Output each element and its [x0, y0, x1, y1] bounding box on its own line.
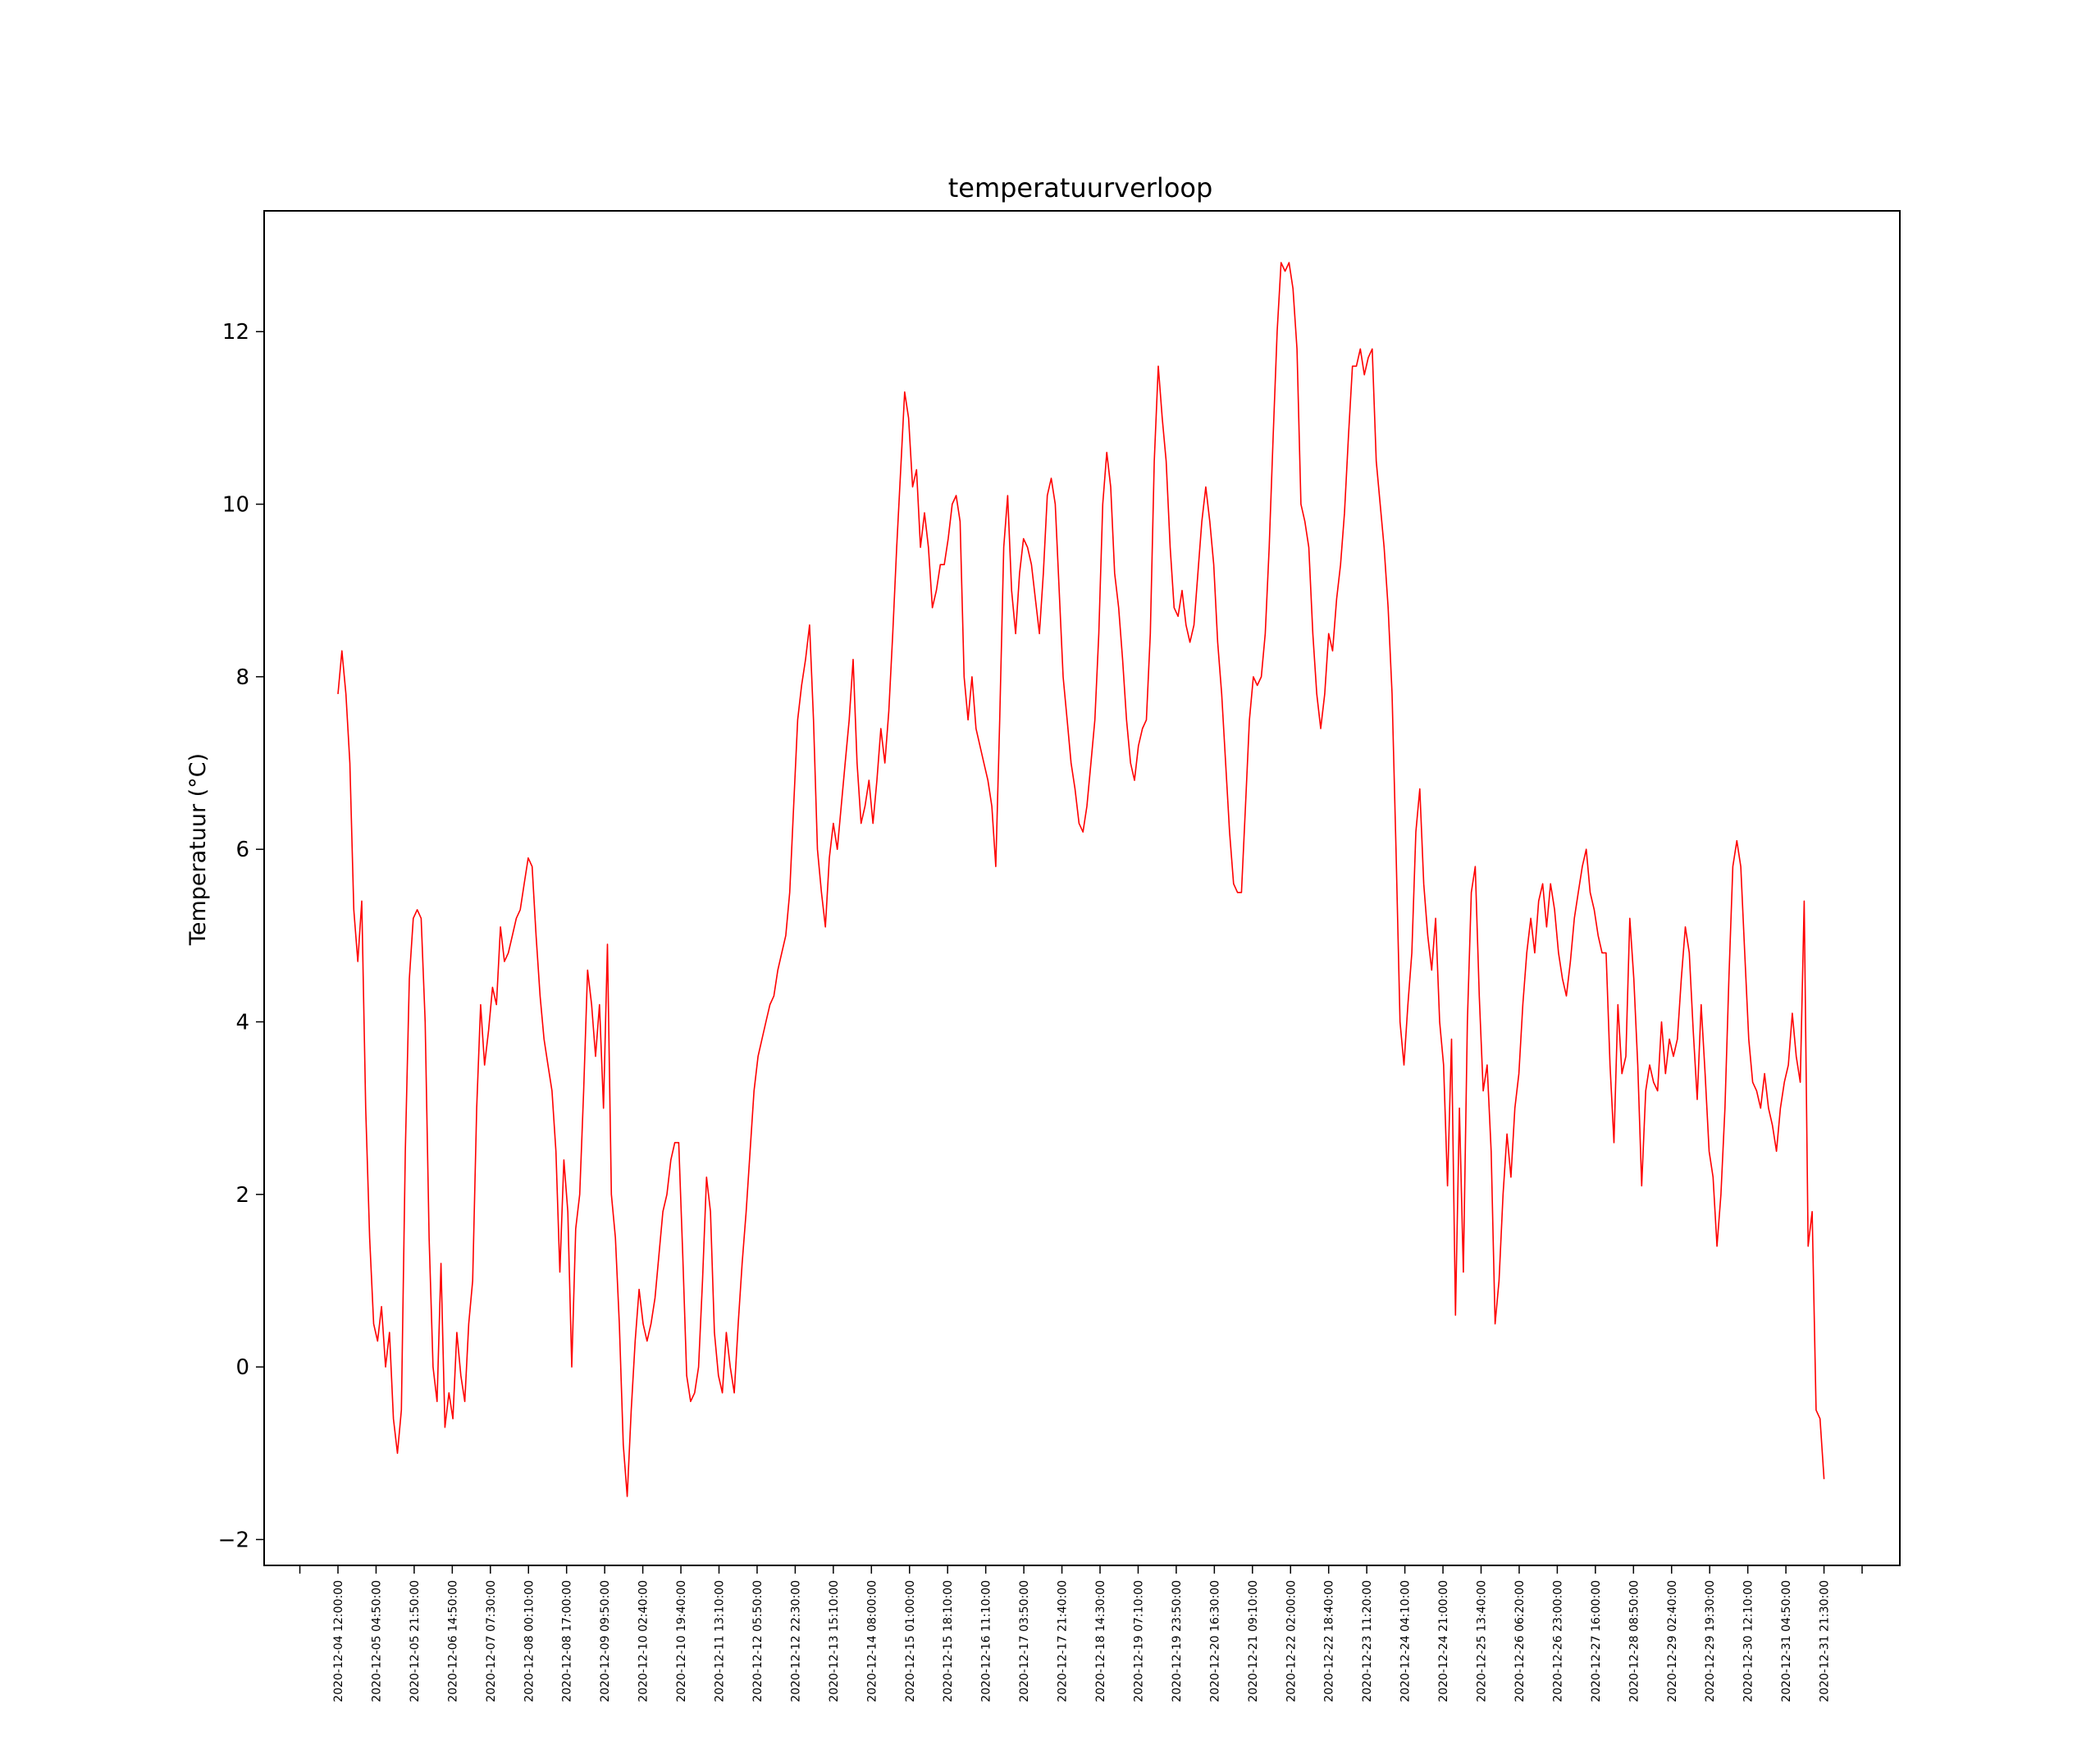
x-tick-label: 2020-12-05 04:50:00 — [370, 1580, 383, 1702]
y-tick-label: −2 — [218, 1528, 249, 1552]
x-tick-label: 2020-12-24 21:00:00 — [1437, 1580, 1450, 1702]
x-tick-label: 2020-12-19 23:50:00 — [1171, 1580, 1184, 1702]
x-tick-label: 2020-12-29 02:40:00 — [1666, 1580, 1679, 1702]
y-tick-label: 0 — [235, 1355, 249, 1380]
x-tick-label: 2020-12-26 23:00:00 — [1551, 1580, 1564, 1702]
x-tick-label: 2020-12-29 19:30:00 — [1704, 1580, 1717, 1702]
y-tick-label: 10 — [222, 493, 249, 518]
y-tick-label: 6 — [235, 838, 249, 862]
x-tick-label: 2020-12-22 02:00:00 — [1285, 1580, 1298, 1702]
x-axis: 2020-12-04 12:00:00 2020-12-05 04:50:00 20… — [299, 1565, 1863, 1702]
y-tick-label: 2 — [235, 1183, 249, 1208]
y-tick-label: 12 — [222, 320, 249, 345]
x-tick-label: 2020-12-30 12:10:00 — [1742, 1580, 1755, 1702]
x-tick-label: 2020-12-15 18:10:00 — [942, 1580, 955, 1702]
x-tick-label: 2020-12-07 07:30:00 — [485, 1580, 498, 1702]
y-axis: −2 0 2 4 6 8 10 12 — [218, 320, 264, 1552]
plot-area-frame — [263, 210, 1901, 1566]
x-tick-label: 2020-12-17 03:50:00 — [1018, 1580, 1031, 1702]
x-tick-label: 2020-12-26 06:20:00 — [1513, 1580, 1527, 1702]
x-tick-label: 2020-12-09 09:50:00 — [599, 1580, 612, 1702]
x-tick-label: 2020-12-05 21:50:00 — [409, 1580, 422, 1702]
x-tick-label: 2020-12-10 19:40:00 — [675, 1580, 688, 1702]
x-tick-label: 2020-12-12 05:50:00 — [751, 1580, 765, 1702]
x-tick-label: 2020-12-13 15:10:00 — [828, 1580, 841, 1702]
x-tick-label: 2020-12-04 12:00:00 — [332, 1580, 345, 1702]
temperature-series-line — [337, 262, 1825, 1497]
x-tick-label: 2020-12-17 21:40:00 — [1057, 1580, 1070, 1702]
x-tick-label: 2020-12-15 01:00:00 — [904, 1580, 917, 1702]
x-tick-label: 2020-12-11 13:10:00 — [714, 1580, 727, 1702]
x-tick-label: 2020-12-08 00:10:00 — [523, 1580, 536, 1702]
x-tick-label: 2020-12-24 04:10:00 — [1399, 1580, 1413, 1702]
x-tick-label: 2020-12-10 02:40:00 — [637, 1580, 651, 1702]
y-tick-label: 8 — [235, 665, 249, 690]
x-tick-label: 2020-12-31 21:30:00 — [1819, 1580, 1832, 1702]
y-axis-label: Temperatuur (°C) — [185, 753, 211, 946]
x-tick-label: 2020-12-23 11:20:00 — [1361, 1580, 1374, 1702]
x-tick-label: 2020-12-14 08:00:00 — [865, 1580, 879, 1702]
x-tick-label: 2020-12-12 22:30:00 — [789, 1580, 802, 1702]
x-tick-label: 2020-12-18 14:30:00 — [1094, 1580, 1107, 1702]
chart-title: temperatuurverloop — [948, 172, 1213, 203]
x-tick-label: 2020-12-31 04:50:00 — [1780, 1580, 1793, 1702]
x-tick-label: 2020-12-22 18:40:00 — [1323, 1580, 1336, 1702]
x-tick-label: 2020-12-25 13:40:00 — [1476, 1580, 1489, 1702]
x-tick-label: 2020-12-20 16:30:00 — [1208, 1580, 1221, 1702]
x-tick-label: 2020-12-21 09:10:00 — [1247, 1580, 1260, 1702]
x-tick-label: 2020-12-06 14:50:00 — [446, 1580, 459, 1702]
x-tick-label: 2020-12-16 11:10:00 — [980, 1580, 993, 1702]
x-tick-label: 2020-12-28 08:50:00 — [1628, 1580, 1641, 1702]
x-tick-label: 2020-12-19 07:10:00 — [1132, 1580, 1145, 1702]
x-tick-label: 2020-12-08 17:00:00 — [561, 1580, 574, 1702]
x-tick-label: 2020-12-27 16:00:00 — [1590, 1580, 1603, 1702]
y-tick-label: 4 — [235, 1010, 249, 1035]
